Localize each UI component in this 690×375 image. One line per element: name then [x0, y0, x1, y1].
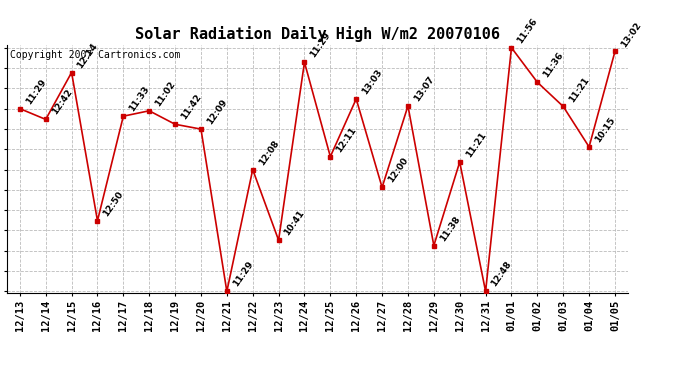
Text: 12:11: 12:11: [335, 125, 358, 154]
Text: 13:02: 13:02: [619, 20, 643, 49]
Text: Copyright 2007 Cartronics.com: Copyright 2007 Cartronics.com: [10, 50, 180, 60]
Text: 12:08: 12:08: [257, 138, 281, 167]
Title: Solar Radiation Daily High W/m2 20070106: Solar Radiation Daily High W/m2 20070106: [135, 27, 500, 42]
Text: 11:36: 11:36: [542, 51, 565, 80]
Text: 12:09: 12:09: [205, 98, 229, 126]
Text: 10:41: 10:41: [283, 209, 306, 237]
Text: 11:29: 11:29: [308, 31, 333, 60]
Text: 12:48: 12:48: [490, 260, 513, 289]
Text: 11:56: 11:56: [515, 16, 540, 45]
Text: 11:29: 11:29: [24, 77, 48, 106]
Text: 11:29: 11:29: [231, 260, 255, 289]
Text: 13:07: 13:07: [412, 75, 436, 103]
Text: 12:14: 12:14: [76, 41, 99, 70]
Text: 11:33: 11:33: [128, 85, 151, 113]
Text: 11:21: 11:21: [464, 130, 488, 159]
Text: 11:02: 11:02: [153, 80, 177, 108]
Text: 12:50: 12:50: [101, 189, 126, 218]
Text: 13:03: 13:03: [360, 68, 384, 96]
Text: 11:42: 11:42: [179, 93, 203, 122]
Text: 11:21: 11:21: [567, 75, 591, 104]
Text: 10:15: 10:15: [593, 116, 617, 144]
Text: 12:00: 12:00: [386, 156, 410, 184]
Text: 11:38: 11:38: [438, 214, 462, 243]
Text: 12:42: 12:42: [50, 88, 74, 117]
